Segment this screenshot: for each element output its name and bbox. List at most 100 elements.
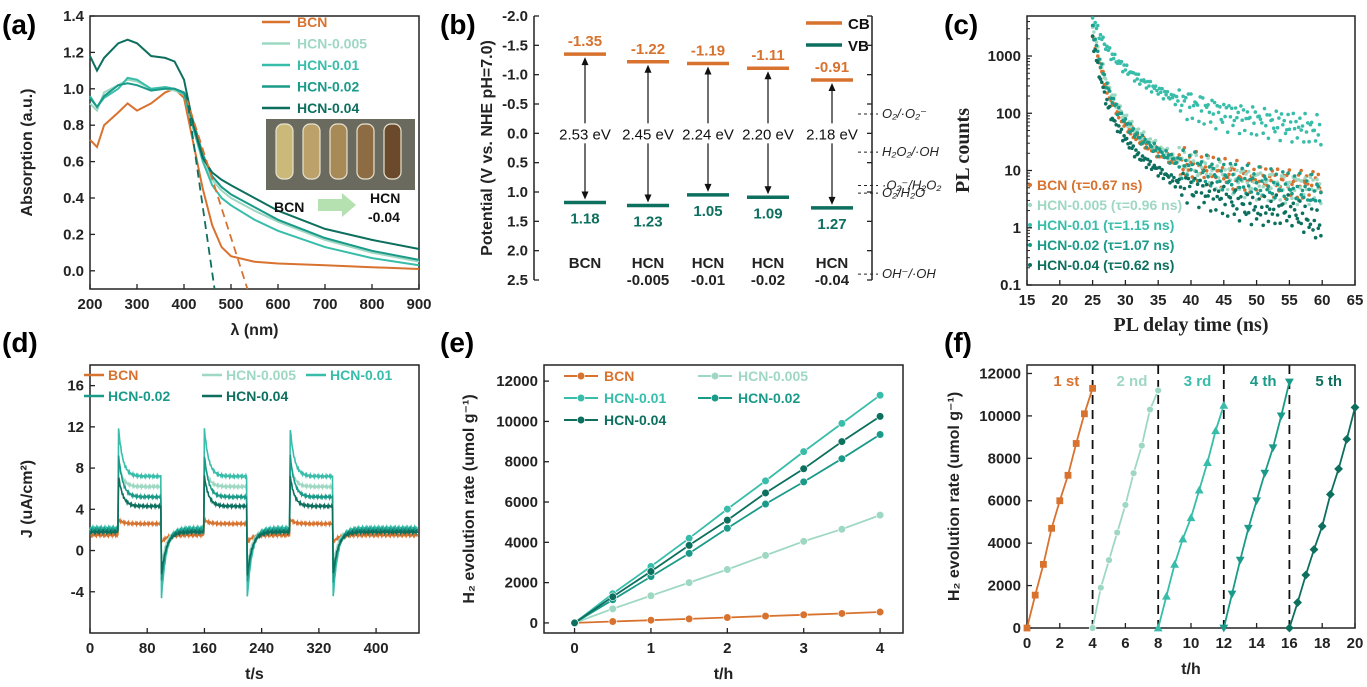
- legend-entry-vb: VB: [848, 38, 869, 55]
- pl-data-point: [1172, 175, 1176, 180]
- panel-c-xtick-label: 45: [1215, 292, 1232, 309]
- panel-a-ytick-label: 1.4: [63, 8, 85, 25]
- pl-data-point: [1149, 145, 1154, 149]
- pl-data-point: [1223, 114, 1227, 119]
- pl-data-point: [1257, 197, 1261, 201]
- pl-data-point: [1246, 169, 1251, 174]
- pl-data-point: [1186, 92, 1191, 96]
- pl-data-point: [1244, 116, 1248, 121]
- panel-f-xtick-label: 20: [1347, 635, 1364, 652]
- data-point-BCN: [761, 611, 770, 621]
- pl-data-point: [1229, 106, 1234, 111]
- legend-entry: BCN: [108, 367, 138, 383]
- pl-data-point: [1237, 131, 1242, 136]
- cycle-data-point: [1088, 624, 1097, 632]
- pl-data-point: [1294, 213, 1298, 217]
- pl-data-point: [1287, 180, 1292, 185]
- pl-data-point: [1197, 205, 1201, 210]
- pl-data-point: [1203, 179, 1208, 184]
- pl-data-point: [1288, 204, 1293, 209]
- pl-data-point: [1093, 48, 1097, 52]
- pl-data-point: [1100, 80, 1104, 84]
- pl-data-point: [1111, 56, 1116, 61]
- pl-data-point: [1307, 202, 1311, 207]
- pl-data-point: [1103, 77, 1108, 81]
- panel-d-xtick-label: 160: [192, 640, 217, 657]
- pl-data-point: [1229, 182, 1234, 187]
- pl-data-point: [1124, 136, 1129, 141]
- gap-value-label: 2.45 eV: [622, 126, 674, 143]
- pl-data-point: [1161, 97, 1166, 101]
- pl-data-point: [1123, 117, 1128, 121]
- pl-data-point: [1313, 139, 1318, 143]
- data-point-HCN-0.04: [570, 618, 579, 628]
- data-point-HCN-0.01: [761, 476, 770, 485]
- panel-f-ylabel: H₂ evolution rate (umol g⁻¹): [946, 392, 963, 601]
- pl-data-point: [1223, 156, 1227, 161]
- cycle-data-point: [1031, 591, 1039, 599]
- pl-data-point: [1208, 183, 1213, 188]
- pl-data-point: [1269, 186, 1273, 190]
- pl-data-point: [1312, 128, 1317, 133]
- pl-data-point: [1274, 172, 1279, 177]
- panel-c-ytick-label: 100: [996, 105, 1021, 122]
- data-point-HCN-0.01: [875, 391, 885, 400]
- cycle-data-point: [1138, 441, 1146, 450]
- data-point-HCN-0.04: [685, 541, 694, 550]
- pl-data-point: [1245, 163, 1250, 168]
- cycle-label: 1 st: [1053, 373, 1079, 390]
- cycle-data-point: [1056, 497, 1064, 505]
- cycle-data-point: [1244, 524, 1253, 533]
- pl-data-point: [1315, 208, 1319, 212]
- pl-data-point: [1271, 207, 1276, 212]
- pl-data-point: [1176, 180, 1180, 185]
- pl-data-point: [1145, 79, 1150, 84]
- pl-data-point: [1119, 111, 1124, 116]
- pl-data-point: [1316, 226, 1321, 231]
- pl-data-point: [1193, 176, 1197, 181]
- sample-label: -0.005: [627, 272, 670, 289]
- panel-f-xtick-label: 4: [1088, 635, 1097, 652]
- pl-data-point: [1199, 191, 1204, 195]
- panel-b-ytick-label: -1.5: [502, 37, 528, 54]
- pl-data-point: [1203, 165, 1208, 169]
- cycle-data-point: [1048, 524, 1055, 532]
- pl-data-point: [1177, 145, 1181, 150]
- legend-entry: HCN-0.01: [604, 390, 666, 406]
- data-point-HCN-0.04: [837, 437, 846, 446]
- data-point-HCN-0.005: [875, 511, 885, 520]
- pl-data-point: [1096, 49, 1100, 54]
- pl-data-point: [1159, 90, 1163, 95]
- pl-data-point: [1206, 174, 1210, 179]
- pl-data-point: [1243, 188, 1247, 192]
- pl-data-point: [1220, 166, 1225, 170]
- panel-f-xtick-label: 6: [1121, 635, 1129, 652]
- pl-data-point: [1270, 212, 1275, 216]
- pl-data-point: [1204, 169, 1209, 173]
- pl-data-point: [1185, 117, 1189, 122]
- pl-data-point: [1132, 154, 1137, 159]
- pl-data-point: [1313, 198, 1318, 203]
- pl-data-point: [1269, 178, 1273, 183]
- pl-data-point: [1271, 126, 1276, 130]
- pl-data-point: [1207, 181, 1212, 185]
- cycle-data-point: [1285, 378, 1294, 387]
- data-point-HCN-0.005: [837, 525, 846, 534]
- pl-data-point: [1163, 155, 1167, 160]
- pl-data-point: [1243, 176, 1247, 181]
- pl-data-point: [1156, 92, 1160, 96]
- pl-data-point: [1197, 119, 1201, 124]
- pl-data-point: [1275, 125, 1280, 130]
- pl-data-point: [1228, 195, 1233, 200]
- panel-label: (d): [2, 327, 38, 358]
- cycle-data-point: [1252, 497, 1261, 506]
- panel-c-ylabel: PL counts: [952, 108, 974, 193]
- panel-e-ytick-label: 2000: [505, 575, 538, 592]
- gap-value-label: 2.24 eV: [682, 126, 734, 143]
- tangent-line-hcn: [185, 92, 216, 290]
- pl-data-point: [1312, 189, 1317, 193]
- legend-swatch: [1028, 223, 1032, 227]
- panel-d-ytick-label: 12: [67, 419, 84, 436]
- pl-data-point: [1283, 210, 1288, 214]
- pl-data-point: [1098, 65, 1103, 70]
